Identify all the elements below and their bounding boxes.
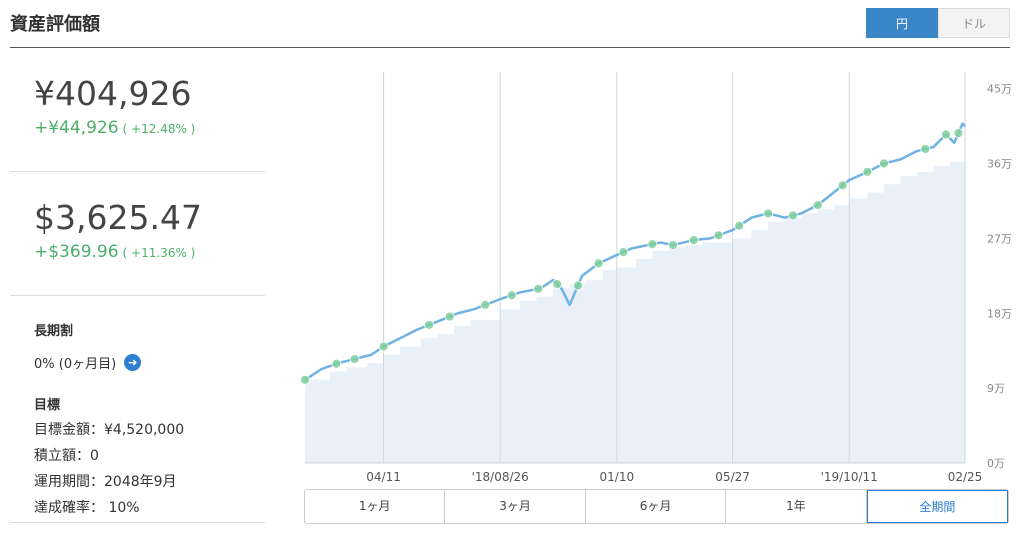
goal-contribution: 積立額：0: [34, 448, 99, 464]
jpy-change-percent: ( +12.48% ): [122, 122, 196, 136]
deposit-marker: [573, 280, 583, 291]
jpy-valuation-block: [10, 48, 265, 172]
asset-chart-svg: 0万 9万 18万 27万 36万 45万 04/11 '18/08/26 01/10 05/27…: [300, 72, 1012, 484]
goal-title: 目標: [34, 398, 61, 413]
period-all-button[interactable]: 全期間: [866, 490, 1009, 523]
y-tick-label: 9万: [987, 382, 1005, 395]
deposit-marker: [300, 374, 310, 385]
deposit-marker: [788, 210, 798, 221]
deposit-marker: [953, 128, 964, 139]
period-1y-button[interactable]: 1年: [726, 490, 867, 523]
asset-chart: 0万 9万 18万 27万 36万 45万 04/11 '18/08/26 01/10 05/27…: [285, 60, 1020, 490]
deposit-marker: [920, 144, 931, 154]
long-term-title: 長期割: [34, 324, 74, 339]
deposit-marker: [378, 341, 389, 352]
currency-toggle: 円 ドル: [866, 8, 1010, 38]
divider: [10, 522, 265, 523]
x-tick-label: 05/27: [715, 470, 750, 484]
period-3m-button[interactable]: 3ヶ月: [445, 490, 586, 523]
deposit-marker: [506, 290, 517, 301]
x-tick-label: '19/10/11: [821, 470, 878, 484]
period-6m-button[interactable]: 6ヶ月: [586, 490, 727, 523]
jpy-change-amount: +¥44,926: [34, 118, 119, 138]
usd-change-amount: +$369.96: [34, 242, 119, 262]
deposit-marker: [862, 166, 873, 177]
deposit-marker: [480, 300, 491, 310]
y-tick-label: 0万: [987, 457, 1005, 470]
y-tick-label: 18万: [987, 307, 1012, 320]
jpy-value: ¥404,926: [34, 74, 192, 113]
y-tick-label: 36万: [987, 158, 1012, 171]
jpy-change: +¥44,926( +12.48% ): [34, 118, 195, 138]
deposit-marker: [552, 279, 563, 290]
header: 資産評価額 円 ドル: [10, 0, 1010, 48]
deposit-marker: [533, 283, 544, 294]
deposit-marker: [668, 240, 678, 250]
deposit-marker: [879, 158, 889, 169]
period-selector: 1ヶ月 3ヶ月 6ヶ月 1年 全期間: [304, 489, 1009, 524]
long-term-value: 0% (0ヶ月目): [34, 357, 117, 372]
goal-amount: 目標金額：¥4,520,000: [34, 422, 185, 438]
deposit-marker: [647, 239, 658, 250]
goal-period: 運用期間：2048年9月: [34, 474, 177, 490]
deposit-marker: [941, 129, 951, 140]
deposit-marker: [837, 180, 848, 191]
deposit-marker: [734, 220, 745, 231]
deposit-marker: [812, 200, 823, 211]
deposit-marker: [763, 208, 774, 219]
deposit-marker: [424, 320, 434, 330]
goal-probability: 達成確率： 10%: [34, 500, 140, 516]
deposit-marker: [331, 358, 342, 369]
usd-value: $3,625.47: [34, 198, 202, 237]
currency-usd-button[interactable]: ドル: [938, 8, 1010, 38]
deposit-marker: [444, 311, 455, 322]
page-title: 資産評価額: [10, 14, 100, 35]
x-tick-label: 04/11: [366, 470, 401, 484]
deposit-marker: [349, 354, 360, 364]
arrow-right-icon[interactable]: ➜: [124, 354, 142, 371]
deposit-marker: [618, 247, 629, 257]
contribution-area: [305, 157, 965, 463]
x-tick-label: 01/10: [600, 470, 635, 484]
usd-change-percent: ( +11.36% ): [122, 246, 196, 260]
currency-jpy-button[interactable]: 円: [866, 8, 938, 38]
deposit-marker: [688, 235, 699, 245]
x-tick-label: '18/08/26: [472, 470, 529, 484]
usd-valuation-block: [10, 172, 265, 296]
period-1m-button[interactable]: 1ヶ月: [305, 490, 446, 523]
deposit-marker: [593, 258, 604, 269]
y-tick-label: 45万: [987, 83, 1012, 96]
summary-panel: ¥404,926 +¥44,926( +12.48% ) $3,625.47 +…: [10, 48, 265, 537]
deposit-marker: [713, 230, 724, 241]
x-tick-label: 02/25: [948, 470, 983, 484]
info-section: 長期割 0% (0ヶ月目) ➜ 目標 目標金額：¥4,520,000 積立額：0…: [34, 320, 265, 517]
usd-change: +$369.96( +11.36% ): [34, 242, 195, 262]
long-term-row: 0% (0ヶ月目) ➜: [34, 353, 265, 372]
y-tick-label: 27万: [987, 232, 1012, 245]
